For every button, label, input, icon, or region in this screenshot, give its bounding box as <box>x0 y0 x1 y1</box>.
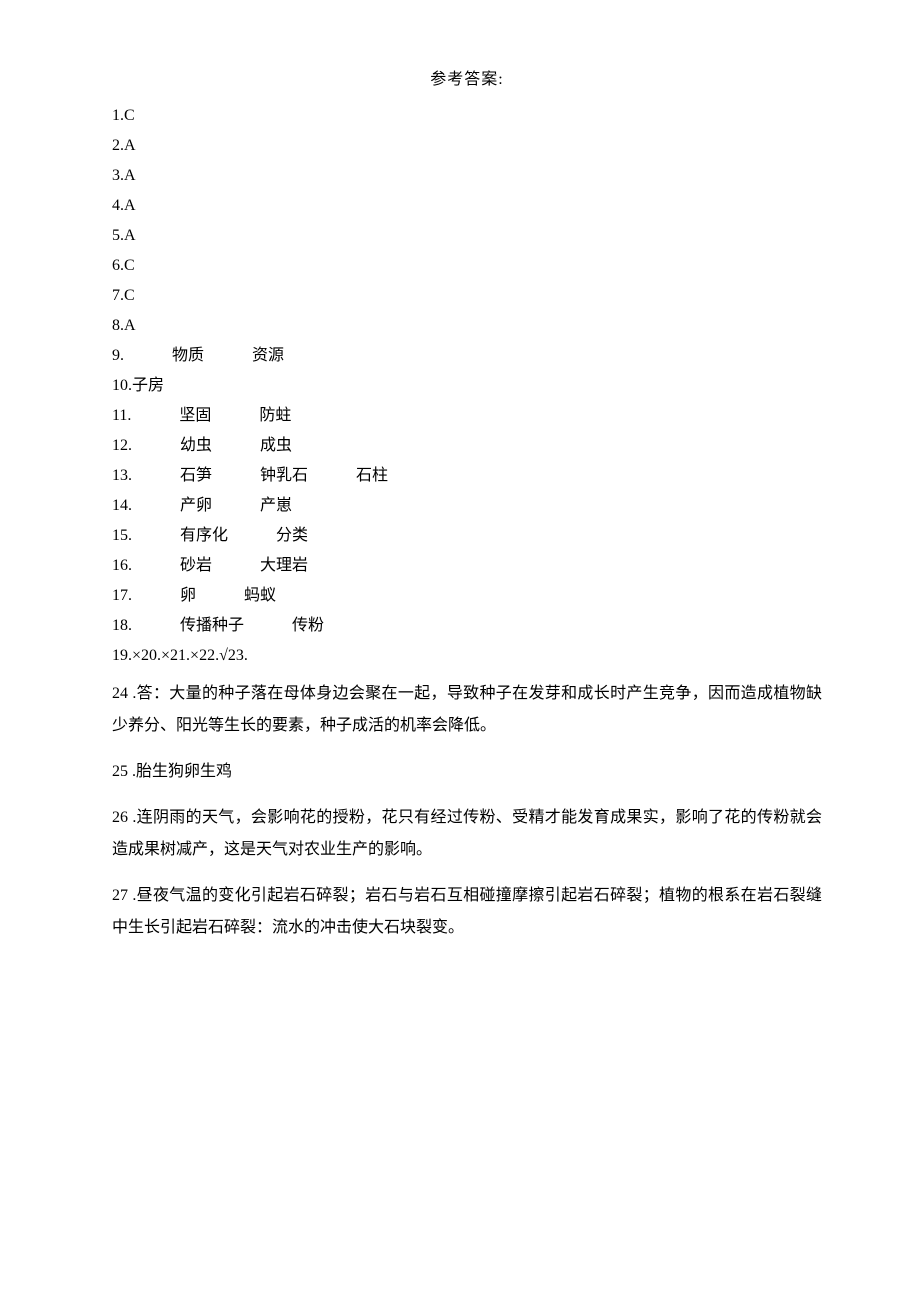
answer-16-num: 16. <box>112 557 132 574</box>
answer-24: 24 .答：大量的种子落在母体身边会聚在一起，导致种子在发芽和成长时产生竞争，因… <box>112 678 822 742</box>
answer-15-p1: 有序化 <box>180 527 228 544</box>
answer-14: 14. 产卵 产崽 <box>112 498 822 514</box>
answer-13: 13. 石笋 钟乳石 石柱 <box>112 468 822 484</box>
answer-14-num: 14. <box>112 497 132 514</box>
answer-5-num: 5 <box>112 227 120 244</box>
answer-12-p2: 成虫 <box>260 437 292 454</box>
answer-18-p2: 传粉 <box>292 617 324 634</box>
answer-13-p3: 石柱 <box>356 467 388 484</box>
answer-12: 12. 幼虫 成虫 <box>112 438 822 454</box>
answer-3-num: 3 <box>112 167 120 184</box>
answer-19-23: 19.×20.×21.×22.√23. <box>112 648 822 664</box>
answer-15-p2: 分类 <box>276 527 308 544</box>
answer-9-p1: 物质 <box>172 347 204 364</box>
answer-14-p1: 产卵 <box>180 497 212 514</box>
answer-1-val: C <box>124 107 135 124</box>
answer-15-num: 15. <box>112 527 132 544</box>
answer-18: 18. 传播种子 传粉 <box>112 618 822 634</box>
answer-9-num: 9. <box>112 347 124 364</box>
answer-7-val: C <box>124 287 135 304</box>
answer-14-p2: 产崽 <box>260 497 292 514</box>
answer-17: 17. 卵 蚂蚁 <box>112 588 822 604</box>
answer-25: 25 .胎生狗卵生鸡 <box>112 756 822 788</box>
answer-18-num: 18. <box>112 617 132 634</box>
answer-18-p1: 传播种子 <box>180 617 244 634</box>
answer-12-p1: 幼虫 <box>180 437 212 454</box>
answer-8-val: A <box>124 317 136 334</box>
answer-2-num: 2 <box>112 137 120 154</box>
answer-15: 15. 有序化 分类 <box>112 528 822 544</box>
answer-6-val: C <box>124 257 135 274</box>
answer-2-val: A <box>124 137 136 154</box>
answer-16: 16. 砂岩 大理岩 <box>112 558 822 574</box>
answer-3-val: A <box>124 167 136 184</box>
answer-9: 9. 物质 资源 <box>112 348 822 364</box>
answer-8-num: 8 <box>112 317 120 334</box>
answer-4-num: 4 <box>112 197 120 214</box>
answer-17-p2: 蚂蚁 <box>244 587 276 604</box>
answer-11: 11. 坚固 防蛀 <box>112 408 822 424</box>
answer-5-val: A <box>124 227 136 244</box>
answer-8: 8.A <box>112 318 822 334</box>
answer-2: 2.A <box>112 138 822 154</box>
answer-3: 3.A <box>112 168 822 184</box>
answer-13-p2: 钟乳石 <box>260 467 308 484</box>
answer-6-num: 6 <box>112 257 120 274</box>
answer-1: 1.C <box>112 108 822 124</box>
answer-1-num: 1 <box>112 107 120 124</box>
answer-9-p2: 资源 <box>252 347 284 364</box>
answer-11-p1: 坚固 <box>179 407 211 424</box>
answer-11-num: 11. <box>112 407 131 424</box>
answer-16-p2: 大理岩 <box>260 557 308 574</box>
answer-7: 7.C <box>112 288 822 304</box>
answer-16-p1: 砂岩 <box>180 557 212 574</box>
answer-12-num: 12. <box>112 437 132 454</box>
answer-13-num: 13. <box>112 467 132 484</box>
answer-5: 5.A <box>112 228 822 244</box>
page: 参考答案: 1.C 2.A 3.A 4.A 5.A 6.C 7.C 8.A 9.… <box>0 0 920 1301</box>
answer-27: 27 .昼夜气温的变化引起岩石碎裂；岩石与岩石互相碰撞摩擦引起岩石碎裂；植物的根… <box>112 880 822 944</box>
answer-4-val: A <box>124 197 136 214</box>
answer-7-num: 7 <box>112 287 120 304</box>
answer-10: 10.子房 <box>112 378 822 394</box>
answer-11-p2: 防蛀 <box>259 407 291 424</box>
page-title: 参考答案: <box>112 72 822 88</box>
answer-4: 4.A <box>112 198 822 214</box>
answer-26: 26 .连阴雨的天气，会影响花的授粉，花只有经过传粉、受精才能发育成果实，影响了… <box>112 802 822 866</box>
answer-6: 6.C <box>112 258 822 274</box>
answer-17-num: 17. <box>112 587 132 604</box>
answer-13-p1: 石笋 <box>180 467 212 484</box>
answer-17-p1: 卵 <box>180 587 196 604</box>
